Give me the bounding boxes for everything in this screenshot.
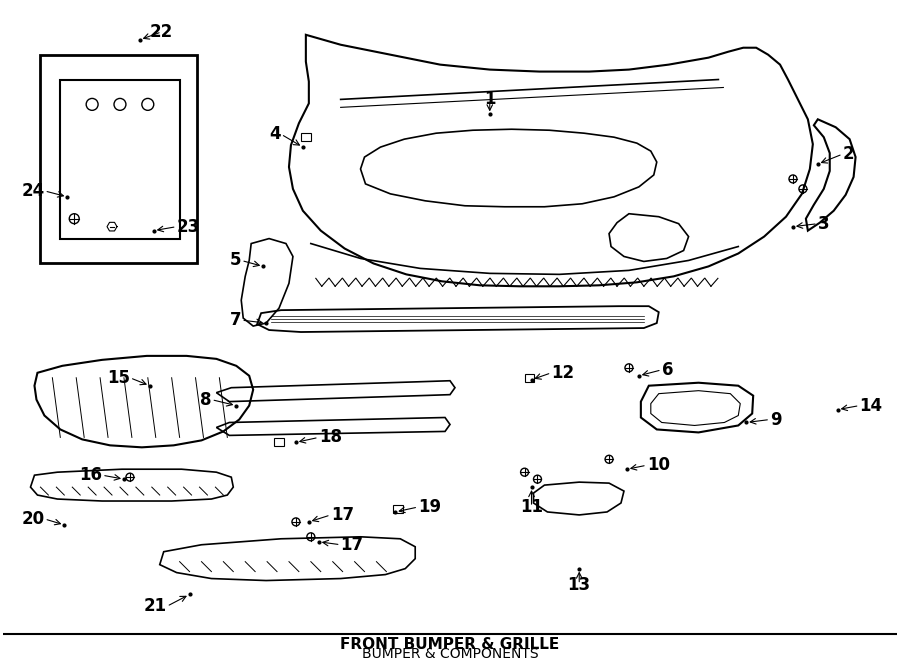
Text: 6: 6 xyxy=(662,361,673,379)
Text: 2: 2 xyxy=(842,145,854,163)
Text: 10: 10 xyxy=(647,456,670,474)
Text: 17: 17 xyxy=(330,506,354,524)
Text: 15: 15 xyxy=(107,369,130,387)
Text: 12: 12 xyxy=(552,364,574,382)
Text: 13: 13 xyxy=(568,575,590,594)
Text: 19: 19 xyxy=(418,498,441,516)
Text: FRONT BUMPER & GRILLE: FRONT BUMPER & GRILLE xyxy=(340,637,560,651)
Text: 7: 7 xyxy=(230,311,241,329)
Text: 20: 20 xyxy=(22,510,44,528)
Bar xyxy=(274,438,284,446)
Bar xyxy=(393,505,403,513)
Text: BUMPER & COMPONENTS: BUMPER & COMPONENTS xyxy=(362,647,538,661)
Text: 3: 3 xyxy=(818,214,830,232)
Text: 24: 24 xyxy=(22,182,44,200)
Text: 11: 11 xyxy=(520,498,543,516)
Text: 14: 14 xyxy=(860,397,883,414)
Bar xyxy=(525,374,535,382)
Text: 1: 1 xyxy=(484,91,496,109)
Text: 8: 8 xyxy=(200,391,212,408)
Text: 22: 22 xyxy=(150,23,174,41)
Text: 16: 16 xyxy=(79,466,102,484)
Bar xyxy=(301,133,310,141)
Text: 17: 17 xyxy=(341,536,364,553)
Text: 4: 4 xyxy=(269,125,281,143)
Text: 9: 9 xyxy=(770,410,782,428)
Text: 21: 21 xyxy=(144,597,166,616)
Text: 5: 5 xyxy=(230,252,241,269)
Text: 18: 18 xyxy=(319,428,342,446)
Text: 23: 23 xyxy=(176,218,200,236)
